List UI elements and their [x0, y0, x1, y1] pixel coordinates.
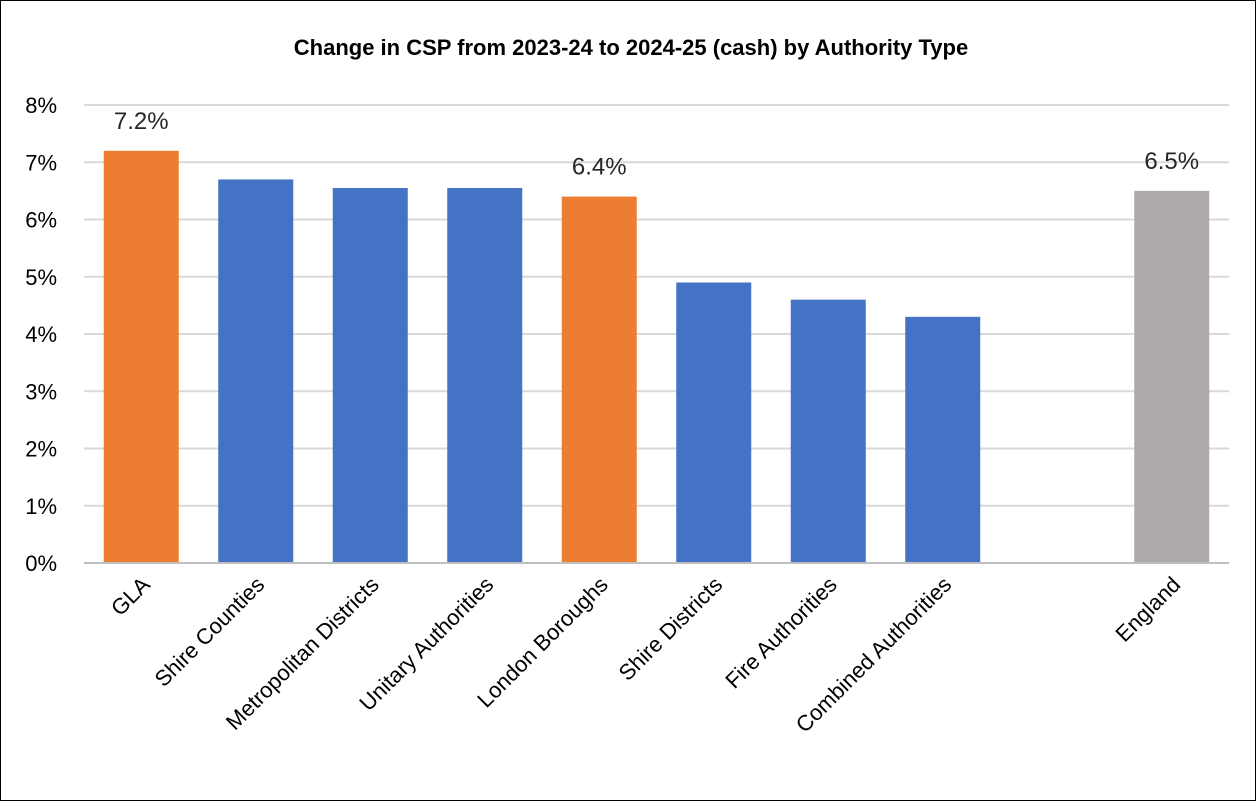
data-label: 6.4%: [572, 154, 627, 181]
bar: [1134, 190, 1210, 563]
y-tick-label: 6%: [25, 208, 57, 233]
bars: [103, 150, 1210, 564]
y-tick-label: 0%: [25, 551, 57, 576]
bar: [218, 179, 294, 564]
chart-title: Change in CSP from 2023-24 to 2024-25 (c…: [294, 35, 968, 60]
bar: [332, 188, 408, 563]
bar: [790, 299, 866, 563]
y-tick-label: 2%: [25, 437, 57, 462]
bar: [676, 282, 752, 563]
bar: [447, 188, 523, 563]
data-labels: 7.2% 6.4% 6.5%: [114, 108, 1199, 181]
y-tick-label: 4%: [25, 322, 57, 347]
y-tick-label: 1%: [25, 494, 57, 519]
bar: [103, 150, 179, 564]
y-tick-label: 7%: [25, 150, 57, 175]
x-tick-label: Shire Districts: [614, 572, 728, 686]
y-tick-label: 5%: [25, 265, 57, 290]
x-tick-label: Shire Counties: [150, 572, 270, 692]
x-tick-label: England: [1111, 572, 1186, 647]
y-tick-label: 8%: [25, 93, 57, 118]
x-tick-label: GLA: [106, 572, 155, 621]
data-label: 6.5%: [1144, 148, 1199, 175]
bar: [561, 196, 637, 563]
bar: [905, 316, 981, 563]
x-tick-label: Fire Authorities: [720, 572, 841, 693]
data-label: 7.2%: [114, 108, 169, 135]
y-tick-label: 3%: [25, 379, 57, 404]
y-axis-tick-labels: 0% 1% 2% 3% 4% 5% 6% 7% 8%: [25, 93, 57, 576]
